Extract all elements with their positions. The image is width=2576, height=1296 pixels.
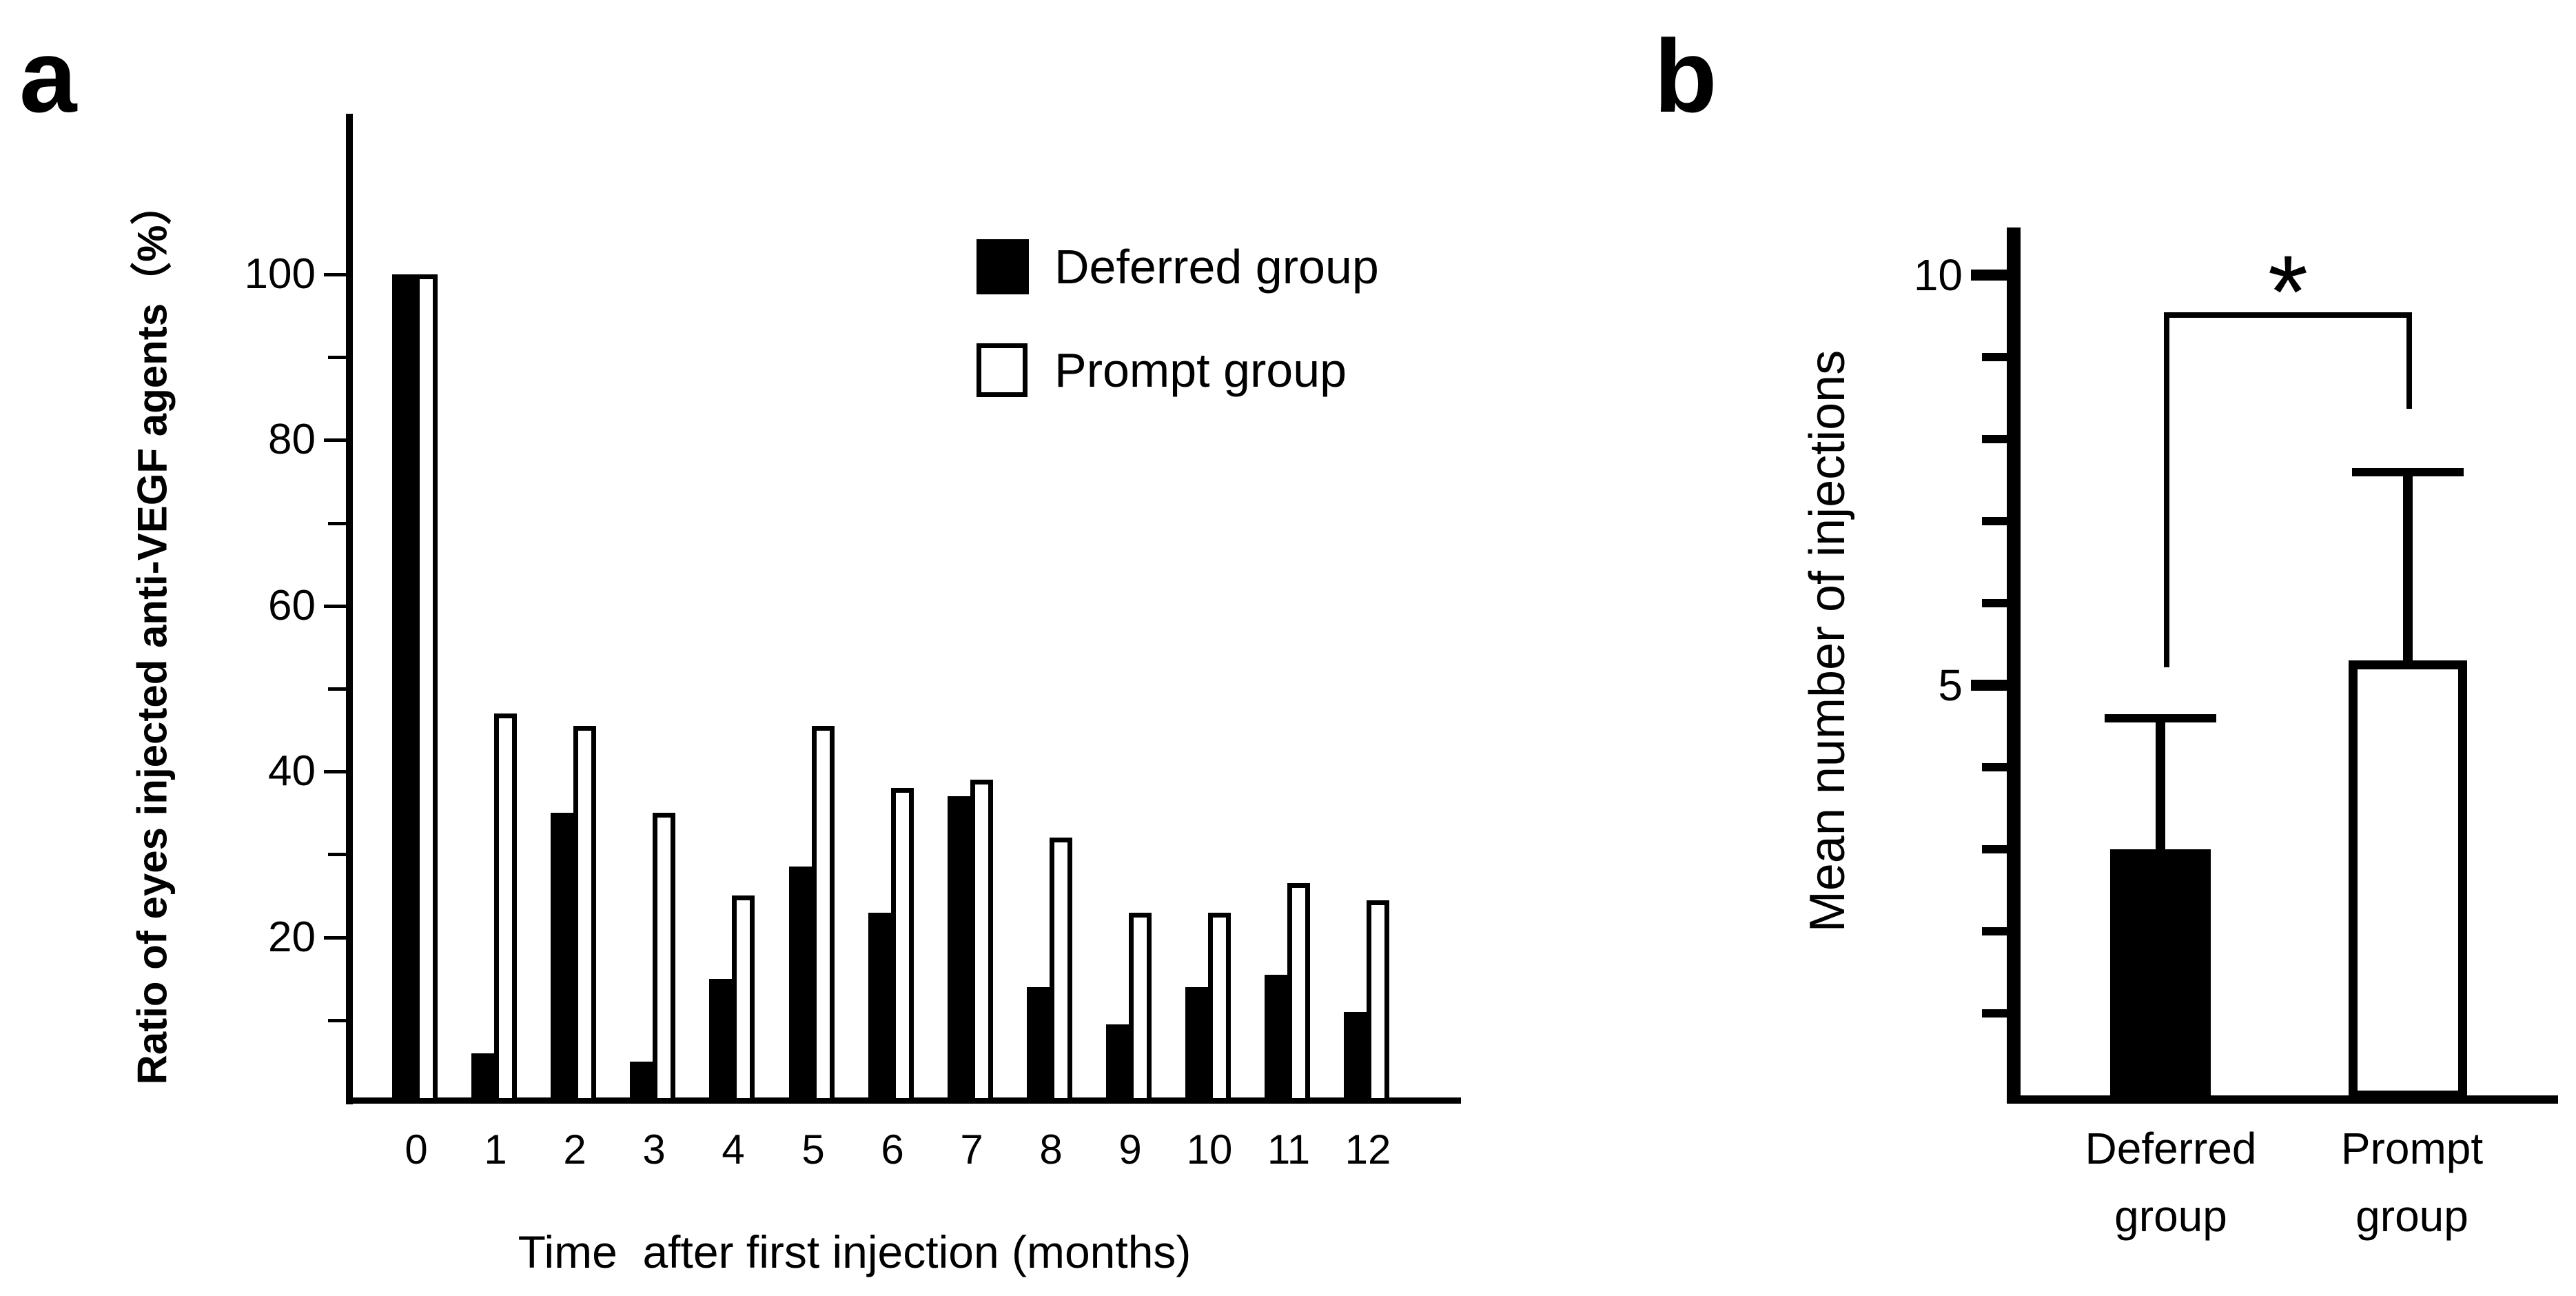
panel-b-x-axis-line	[2007, 1095, 2558, 1104]
panel-a-y-tick-label-80: 80	[268, 416, 316, 463]
panel-a-y-tick-40	[324, 770, 346, 773]
panel-a-x-tick-label-8: 8	[1039, 1126, 1063, 1173]
panel-b-label-prompt-line1: Prompt	[2340, 1124, 2484, 1173]
bar-a-prompt-month-3	[653, 813, 675, 1103]
bar-b-prompt	[2349, 660, 2467, 1100]
bar-a-deferred-month-8	[1027, 987, 1050, 1103]
panel-b-y-tick-5	[1971, 680, 2007, 691]
bar-a-prompt-month-6	[891, 788, 914, 1103]
panel-b-y-tick-1	[1982, 1009, 2007, 1017]
bar-b-deferred	[2110, 849, 2211, 1100]
panel-b-y-axis-title: Mean number of injections	[1800, 350, 1855, 933]
panel-b-letter: b	[1654, 18, 1717, 134]
bar-a-deferred-month-3	[630, 1062, 653, 1103]
panel-a-y-tick-100	[324, 273, 346, 276]
panel-a-x-tick-label-7: 7	[960, 1126, 983, 1173]
panel-a-y-tick-70	[328, 522, 346, 525]
panel-a-y-axis-title: Ratio of eyes injected anti-VEGF agents（…	[129, 183, 176, 1085]
panel-b-y-tick-10	[1971, 270, 2007, 281]
bracket-right-drop	[2406, 312, 2412, 409]
bar-a-deferred-month-0	[392, 274, 415, 1103]
bar-a-deferred-month-5	[789, 867, 812, 1103]
panel-b-y-tick-9	[1982, 353, 2007, 361]
bar-a-deferred-month-10	[1185, 987, 1208, 1103]
legend-label-deferred: Deferred group	[1054, 240, 1379, 294]
bar-a-deferred-month-2	[551, 813, 573, 1103]
panel-a-y-tick-90	[328, 356, 346, 359]
panel-b-y-tick-3	[1982, 845, 2007, 853]
panel-a-x-tick-label-5: 5	[801, 1126, 825, 1173]
bar-b-prompt-error-cap	[2352, 468, 2464, 476]
bar-a-prompt-month-4	[732, 895, 755, 1103]
panel-a-x-tick-label-1: 1	[484, 1126, 507, 1173]
panel-a-letter: a	[19, 18, 77, 134]
panel-a-y-tick-60	[324, 605, 346, 608]
bar-a-deferred-month-11	[1265, 975, 1287, 1103]
panel-a-y-tick-50	[328, 687, 346, 691]
bar-a-deferred-month-6	[868, 913, 891, 1103]
bar-a-prompt-month-2	[573, 726, 596, 1103]
significance-asterisk: *	[2267, 234, 2309, 350]
panel-a-y-tick-80	[324, 438, 346, 442]
panel-a-x-tick-label-6: 6	[881, 1126, 904, 1173]
bar-b-deferred-error-line	[2156, 718, 2165, 849]
panel-b-y-tick-2	[1982, 927, 2007, 935]
bar-a-deferred-month-4	[709, 979, 732, 1103]
bar-a-deferred-month-12	[1344, 1012, 1367, 1103]
panel-a-x-tick-label-10: 10	[1186, 1126, 1233, 1173]
panel-b-y-tick-6	[1982, 599, 2007, 607]
panel-a-x-tick-label-3: 3	[642, 1126, 666, 1173]
legend-label-prompt: Prompt group	[1054, 343, 1347, 397]
bar-a-deferred-month-1	[471, 1053, 494, 1103]
bar-a-prompt-month-10	[1208, 913, 1231, 1103]
panel-a-x-tick-label-4: 4	[722, 1126, 745, 1173]
bar-a-prompt-month-7	[970, 780, 993, 1103]
bar-a-prompt-month-5	[812, 726, 835, 1103]
panel-a-y-tick-label-100: 100	[244, 250, 316, 298]
panel-b-label-prompt-line2: group	[2355, 1191, 2468, 1241]
panel-b-label-deferred-line2: group	[2114, 1191, 2227, 1241]
bar-b-prompt-error-line	[2403, 472, 2413, 660]
bar-a-deferred-month-7	[948, 796, 970, 1103]
panel-b-label-deferred-line1: Deferred	[2085, 1124, 2257, 1173]
bar-a-deferred-month-9	[1106, 1024, 1129, 1103]
panel-a-y-tick-20	[324, 936, 346, 940]
panel-a-x-tick-label-2: 2	[563, 1126, 586, 1173]
bar-a-prompt-month-1	[494, 713, 517, 1103]
bar-a-prompt-month-11	[1287, 883, 1310, 1103]
bar-a-prompt-month-8	[1050, 838, 1072, 1103]
panel-b-y-tick-4	[1982, 763, 2007, 771]
bar-a-prompt-month-12	[1367, 900, 1389, 1103]
bracket-top-line	[2164, 312, 2412, 318]
legend-swatch-deferred-icon	[977, 239, 1029, 294]
panel-a-y-tick-10	[328, 1019, 346, 1022]
panel-a-y-axis-line	[346, 114, 353, 1104]
panel-b-y-tick-label-10: 10	[1913, 250, 1963, 300]
panel-b-y-axis-line	[2007, 227, 2021, 1104]
panel-b-y-tick-label-5: 5	[1938, 660, 1963, 710]
panel-a-y-tick-label-40: 40	[268, 747, 316, 795]
bracket-left-drop	[2164, 312, 2169, 667]
panel-b-y-tick-7	[1982, 517, 2007, 525]
bar-a-prompt-month-0	[415, 274, 438, 1103]
legend-swatch-prompt-icon	[977, 343, 1028, 397]
panel-a-x-tick-label-9: 9	[1118, 1126, 1142, 1173]
panel-a-x-tick-label-0: 0	[405, 1126, 428, 1173]
panel-a-x-axis-title: Time after first injection (months)	[518, 1226, 1192, 1277]
panel-a-x-tick-label-12: 12	[1345, 1126, 1391, 1173]
panel-a-y-tick-label-20: 20	[268, 913, 316, 961]
panel-a-x-tick-label-11: 11	[1267, 1126, 1311, 1173]
bar-a-prompt-month-9	[1129, 913, 1152, 1103]
bar-b-deferred-error-cap	[2105, 714, 2216, 722]
panel-a-y-tick-30	[328, 853, 346, 856]
panel-a-y-tick-label-60: 60	[268, 582, 316, 629]
panel-b-y-tick-8	[1982, 435, 2007, 443]
